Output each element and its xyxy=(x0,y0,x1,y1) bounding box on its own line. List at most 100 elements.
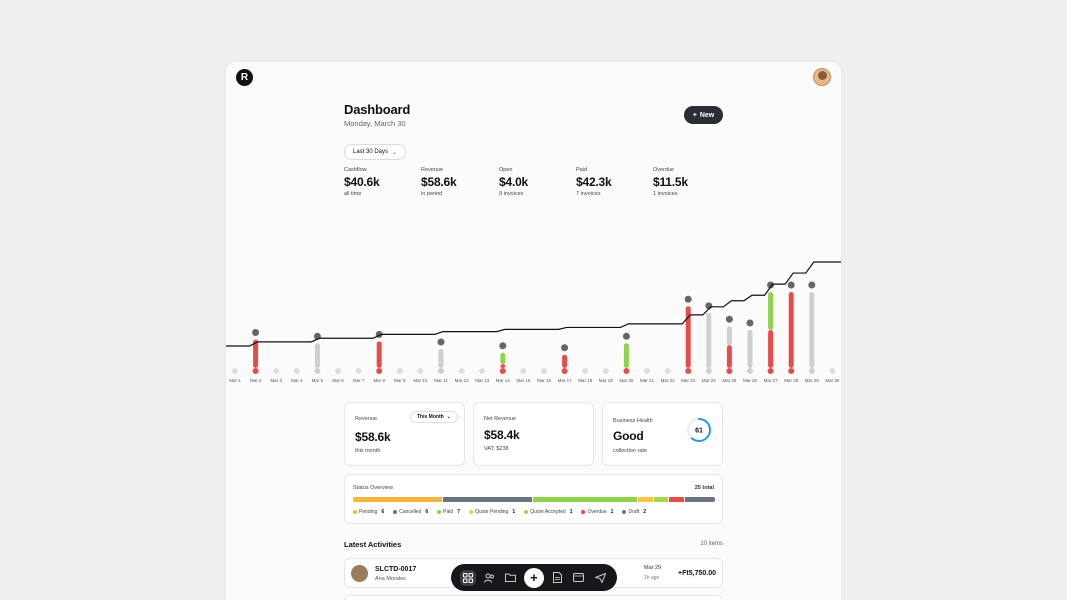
day-dot xyxy=(623,368,630,374)
activity-amount: +Ft5,750.00 xyxy=(678,570,716,577)
kpi-sub: 1 invoices xyxy=(653,191,678,197)
send-icon[interactable] xyxy=(592,570,608,586)
kpi-label: Overdue xyxy=(653,167,675,173)
chart-bar xyxy=(788,292,794,368)
bar-avatar xyxy=(561,344,569,352)
day-dot xyxy=(520,368,527,374)
kpi-revenue: Revenue $58.6k in period xyxy=(421,167,457,197)
x-tick-label: Mar 9 xyxy=(394,378,406,383)
activity-id: SLCTD-0017 xyxy=(375,566,417,573)
legend-item: Pending 6 xyxy=(353,509,384,515)
business-health-card: Business Health Good collection rate 61 xyxy=(602,402,723,466)
kpi-sub: all time xyxy=(344,191,362,197)
month-select[interactable]: This Month ⌄ xyxy=(410,411,458,423)
net-revenue-card: Net Revenue $58.4k VAT: $238 xyxy=(473,402,594,466)
health-card-label: Business Health xyxy=(613,418,653,424)
x-tick-label: Mar 25 xyxy=(722,378,737,383)
chart-bar xyxy=(500,364,506,368)
bar-avatar xyxy=(684,295,692,303)
revenue-card-value: $58.6k xyxy=(355,430,391,444)
bottom-dock: + xyxy=(451,564,617,591)
kpi-sub: in period xyxy=(421,191,443,197)
legend-count: 6 xyxy=(425,509,429,515)
day-dot xyxy=(499,368,506,374)
chevron-down-icon: ⌄ xyxy=(446,414,451,420)
kpi-label: Open xyxy=(499,167,513,173)
bar-avatar xyxy=(725,315,733,323)
kpi-open: Open $4.0k 9 invoices xyxy=(499,167,528,197)
document-icon[interactable] xyxy=(549,570,565,586)
x-tick-label: Mar 1 xyxy=(229,378,241,383)
kpi-value: $40.6k xyxy=(344,175,380,189)
month-select-label: This Month xyxy=(417,414,444,420)
day-dot xyxy=(273,368,280,374)
chart-bar xyxy=(253,339,259,368)
x-tick-label: Mar 2 xyxy=(250,378,262,383)
day-dot xyxy=(664,368,671,374)
net-card-label: Net Revenue xyxy=(484,416,517,422)
day-dot xyxy=(541,368,547,374)
kpi-value: $42.3k xyxy=(576,175,612,189)
bar-avatar xyxy=(746,319,754,327)
x-tick-label: Mar 5 xyxy=(312,378,324,383)
legend-label: Quote Pending xyxy=(474,509,509,515)
chart-bar xyxy=(500,352,506,365)
status-segment xyxy=(443,497,532,502)
legend-dot xyxy=(437,510,442,514)
activity-row[interactable] xyxy=(344,595,723,600)
x-tick-label: Mar 8 xyxy=(373,378,385,383)
x-tick-label: Mar 27 xyxy=(764,378,779,383)
legend-label: Overdue xyxy=(587,509,607,515)
x-tick-label: Mar 10 xyxy=(413,378,428,383)
day-dot xyxy=(705,368,712,374)
legend-label: Cancelled xyxy=(399,509,422,515)
x-tick-label: Mar 7 xyxy=(353,378,365,383)
plus-icon: + xyxy=(692,111,697,119)
chart-bar xyxy=(623,343,629,368)
day-dot xyxy=(293,368,300,374)
x-tick-label: Mar 14 xyxy=(496,378,511,383)
x-tick-label: Mar 21 xyxy=(640,378,655,383)
new-button[interactable]: + New xyxy=(684,106,723,124)
legend-dot xyxy=(622,510,627,514)
health-score-ring: 61 xyxy=(687,418,711,442)
kpi-sub: 9 invoices xyxy=(499,191,524,197)
page-title: Dashboard xyxy=(344,102,411,117)
legend-count: 6 xyxy=(381,509,385,515)
x-tick-label: Mar 28 xyxy=(784,378,799,383)
chart-bar xyxy=(706,312,712,368)
status-bar xyxy=(353,497,715,502)
x-tick-label: Mar 30 xyxy=(825,378,840,383)
day-dot xyxy=(644,368,650,374)
x-tick-label: Mar 23 xyxy=(681,378,696,383)
x-tick-label: Mar 15 xyxy=(516,378,531,383)
plus-icon[interactable]: + xyxy=(523,567,544,588)
chart-bar xyxy=(747,330,753,368)
wallet-icon[interactable] xyxy=(571,570,587,586)
kpi-sub: 7 invoices xyxy=(576,191,601,197)
folder-icon[interactable] xyxy=(503,570,519,586)
latest-activities-count: 10 items xyxy=(700,541,723,547)
cashflow-chart: Mar 1 Mar 2 Mar 3 Mar 4 Mar 5 Mar 6 Mar 7 Mar 8… xyxy=(226,261,841,383)
health-card-value: Good xyxy=(613,429,644,443)
legend-label: Paid xyxy=(443,509,454,515)
day-dot xyxy=(829,368,836,374)
legend-label: Pending xyxy=(359,509,378,515)
legend-count: 2 xyxy=(643,509,647,515)
chart-bar xyxy=(376,341,382,368)
revenue-card-label: Revenue xyxy=(355,416,378,422)
legend-item: Quote Pending 1 xyxy=(468,509,515,515)
kpi-label: Cashflow xyxy=(344,167,367,173)
chevron-down-icon: ⌄ xyxy=(392,149,398,156)
chart-bar xyxy=(768,330,774,368)
logo[interactable]: R xyxy=(236,69,253,86)
day-dot xyxy=(788,368,795,374)
dashboard-icon[interactable] xyxy=(459,569,476,586)
kpi-label: Paid xyxy=(576,167,588,173)
revenue-card: Revenue This Month ⌄ $58.6k this month xyxy=(344,402,465,466)
date-range-select[interactable]: Last 30 Days ⌄ xyxy=(344,144,407,160)
x-tick-label: Mar 24 xyxy=(702,378,717,383)
users-icon[interactable] xyxy=(481,570,497,586)
day-dot xyxy=(479,368,486,374)
user-avatar[interactable] xyxy=(813,68,831,86)
